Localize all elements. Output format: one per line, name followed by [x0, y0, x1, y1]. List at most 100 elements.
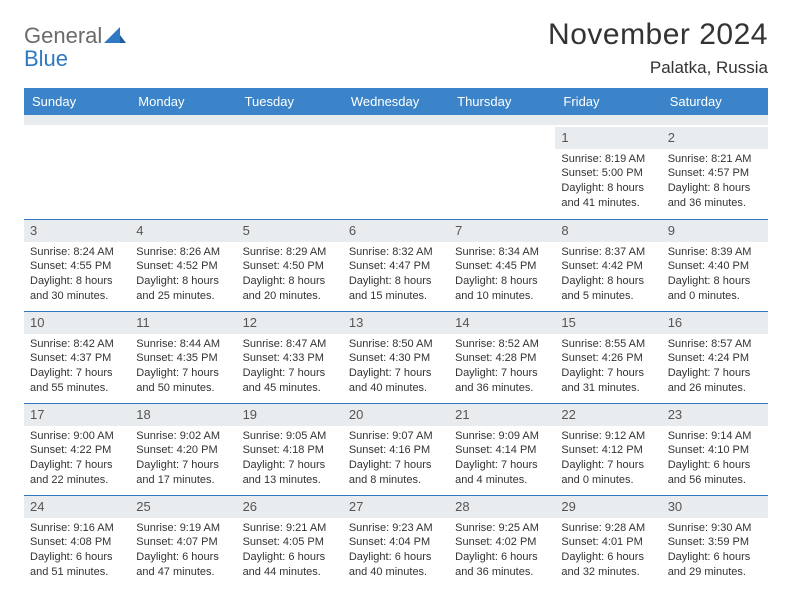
calendar-week-row: 1Sunrise: 8:19 AMSunset: 5:00 PMDaylight…: [24, 125, 768, 217]
daylight-text: Daylight: 7 hours: [243, 366, 337, 381]
daylight-text: and 51 minutes.: [30, 565, 124, 580]
sunset-text: Sunset: 5:00 PM: [561, 166, 655, 181]
sunrise-text: Sunrise: 8:19 AM: [561, 152, 655, 167]
sunset-text: Sunset: 4:07 PM: [136, 535, 230, 550]
sunrise-text: Sunrise: 9:28 AM: [561, 521, 655, 536]
sunrise-text: Sunrise: 8:21 AM: [668, 152, 762, 167]
day-number: 5: [237, 219, 343, 242]
calendar-cell: 1 Sunrise: 8:19 AMSunset: 5:00 PMDaylight…: [555, 125, 661, 217]
daylight-text: Daylight: 6 hours: [243, 550, 337, 565]
calendar-cell: 6Sunrise: 8:32 AMSunset: 4:47 PMDaylight…: [343, 217, 449, 309]
sunset-text: Sunset: 4:50 PM: [243, 259, 337, 274]
sunrise-text: Sunrise: 8:47 AM: [243, 337, 337, 352]
sunset-text: Sunset: 4:20 PM: [136, 443, 230, 458]
calendar-cell: 14Sunrise: 8:52 AMSunset: 4:28 PMDayligh…: [449, 309, 555, 401]
daylight-text: Daylight: 8 hours: [668, 181, 762, 196]
sunrise-text: Sunrise: 9:30 AM: [668, 521, 762, 536]
daylight-text: Daylight: 8 hours: [136, 274, 230, 289]
daylight-text: Daylight: 7 hours: [668, 366, 762, 381]
daylight-text: Daylight: 7 hours: [136, 458, 230, 473]
daylight-text: Daylight: 8 hours: [561, 181, 655, 196]
sunset-text: Sunset: 4:24 PM: [668, 351, 762, 366]
daylight-text: and 40 minutes.: [349, 381, 443, 396]
daylight-text: and 5 minutes.: [561, 289, 655, 304]
sunset-text: Sunset: 4:14 PM: [455, 443, 549, 458]
sunrise-text: Sunrise: 9:23 AM: [349, 521, 443, 536]
day-number: 1: [555, 127, 661, 149]
calendar-head: Sunday Monday Tuesday Wednesday Thursday…: [24, 88, 768, 125]
calendar-cell: 22 Sunrise: 9:12 AMSunset: 4:12 PMDayligh…: [555, 401, 661, 493]
daylight-text: Daylight: 7 hours: [30, 366, 124, 381]
sunrise-text: Sunrise: 9:19 AM: [136, 521, 230, 536]
daylight-text: Daylight: 6 hours: [136, 550, 230, 565]
daylight-text: and 45 minutes.: [243, 381, 337, 396]
day-number: 29: [555, 495, 661, 518]
header: General Blue November 2024 Palatka, Russ…: [24, 18, 768, 78]
calendar-table: Sunday Monday Tuesday Wednesday Thursday…: [24, 88, 768, 585]
location-label: Palatka, Russia: [548, 58, 768, 78]
daylight-text: Daylight: 8 hours: [455, 274, 549, 289]
calendar-cell: [343, 125, 449, 217]
day-number: 30: [662, 495, 768, 518]
sunrise-text: Sunrise: 8:42 AM: [30, 337, 124, 352]
daylight-text: and 36 minutes.: [455, 565, 549, 580]
daylight-text: and 36 minutes.: [455, 381, 549, 396]
logo-sail-icon: [104, 24, 126, 47]
sunrise-text: Sunrise: 8:39 AM: [668, 245, 762, 260]
calendar-week-row: 10Sunrise: 8:42 AMSunset: 4:37 PMDayligh…: [24, 309, 768, 401]
daylight-text: and 30 minutes.: [30, 289, 124, 304]
day-number: 22: [555, 403, 661, 426]
daylight-text: and 20 minutes.: [243, 289, 337, 304]
daylight-text: Daylight: 7 hours: [561, 458, 655, 473]
daylight-text: and 13 minutes.: [243, 473, 337, 488]
sunrise-text: Sunrise: 8:29 AM: [243, 245, 337, 260]
day-number: 23: [662, 403, 768, 426]
calendar-cell: 4Sunrise: 8:26 AMSunset: 4:52 PMDaylight…: [130, 217, 236, 309]
daylight-text: Daylight: 6 hours: [349, 550, 443, 565]
calendar-cell: 28Sunrise: 9:25 AMSunset: 4:02 PMDayligh…: [449, 493, 555, 585]
calendar-cell: 8Sunrise: 8:37 AMSunset: 4:42 PMDaylight…: [555, 217, 661, 309]
calendar-cell: 24Sunrise: 9:16 AMSunset: 4:08 PMDayligh…: [24, 493, 130, 585]
calendar-cell: [237, 125, 343, 217]
sunset-text: Sunset: 4:05 PM: [243, 535, 337, 550]
sunset-text: Sunset: 4:22 PM: [30, 443, 124, 458]
daylight-text: and 31 minutes.: [561, 381, 655, 396]
sunset-text: Sunset: 4:12 PM: [561, 443, 655, 458]
calendar-cell: 19Sunrise: 9:05 AMSunset: 4:18 PMDayligh…: [237, 401, 343, 493]
sunset-text: Sunset: 4:42 PM: [561, 259, 655, 274]
calendar-cell: [130, 125, 236, 217]
sunset-text: Sunset: 4:37 PM: [30, 351, 124, 366]
daylight-text: and 10 minutes.: [455, 289, 549, 304]
daylight-text: Daylight: 7 hours: [30, 458, 124, 473]
day-number: 19: [237, 403, 343, 426]
daylight-text: Daylight: 7 hours: [561, 366, 655, 381]
day-number: 27: [343, 495, 449, 518]
calendar-cell: 5Sunrise: 8:29 AMSunset: 4:50 PMDaylight…: [237, 217, 343, 309]
sunrise-text: Sunrise: 9:25 AM: [455, 521, 549, 536]
day-number: 8: [555, 219, 661, 242]
daylight-text: Daylight: 8 hours: [30, 274, 124, 289]
daylight-text: Daylight: 7 hours: [455, 366, 549, 381]
sunrise-text: Sunrise: 8:55 AM: [561, 337, 655, 352]
day-header: Sunday: [24, 88, 130, 115]
day-number: 16: [662, 311, 768, 334]
sunset-text: Sunset: 4:35 PM: [136, 351, 230, 366]
calendar-cell: 21Sunrise: 9:09 AMSunset: 4:14 PMDayligh…: [449, 401, 555, 493]
calendar-cell: [449, 125, 555, 217]
day-header: Thursday: [449, 88, 555, 115]
sunrise-text: Sunrise: 9:12 AM: [561, 429, 655, 444]
sunrise-text: Sunrise: 8:50 AM: [349, 337, 443, 352]
logo-word1: General: [24, 23, 102, 48]
daylight-text: Daylight: 6 hours: [668, 458, 762, 473]
day-number: 17: [24, 403, 130, 426]
daylight-text: Daylight: 8 hours: [561, 274, 655, 289]
day-number: 11: [130, 311, 236, 334]
sunset-text: Sunset: 4:26 PM: [561, 351, 655, 366]
daylight-text: and 32 minutes.: [561, 565, 655, 580]
daylight-text: and 40 minutes.: [349, 565, 443, 580]
day-number: 2: [662, 127, 768, 149]
title-block: November 2024 Palatka, Russia: [548, 18, 768, 78]
day-number: 21: [449, 403, 555, 426]
sunrise-text: Sunrise: 8:57 AM: [668, 337, 762, 352]
calendar-cell: [24, 125, 130, 217]
